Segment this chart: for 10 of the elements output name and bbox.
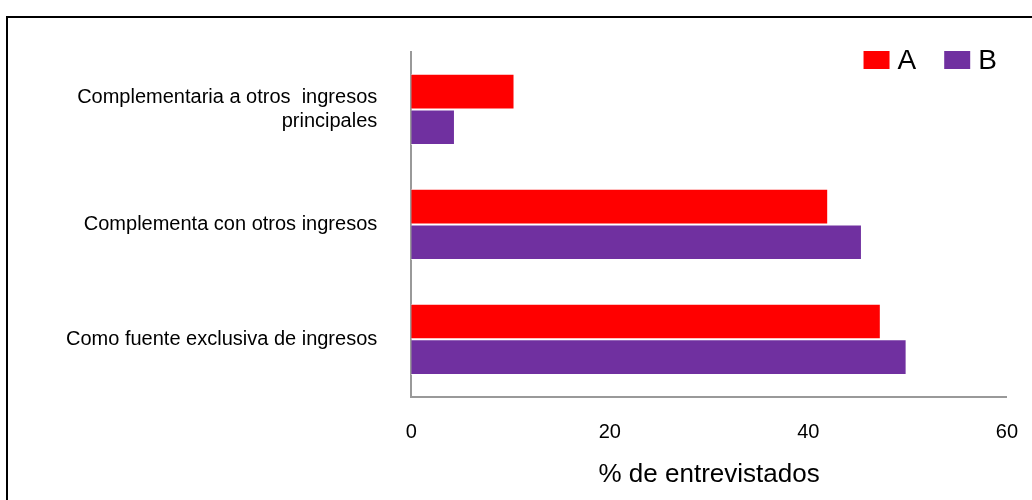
- y-tick-label: Complementaria a otros ingresos principales: [77, 84, 378, 131]
- x-axis-title: % de entrevistados: [598, 457, 820, 488]
- x-tick-label: 20: [598, 420, 621, 443]
- x-tick-label: 40: [797, 420, 820, 443]
- y-tick-label: Como fuente exclusiva de ingresos: [66, 326, 378, 349]
- legend-label: B: [978, 43, 997, 75]
- x-tick-label: 60: [995, 420, 1018, 443]
- y-tick-label: Complementa con otros ingresos: [83, 211, 378, 234]
- x-tick-label: 0: [405, 420, 417, 443]
- legend-label: A: [897, 43, 917, 75]
